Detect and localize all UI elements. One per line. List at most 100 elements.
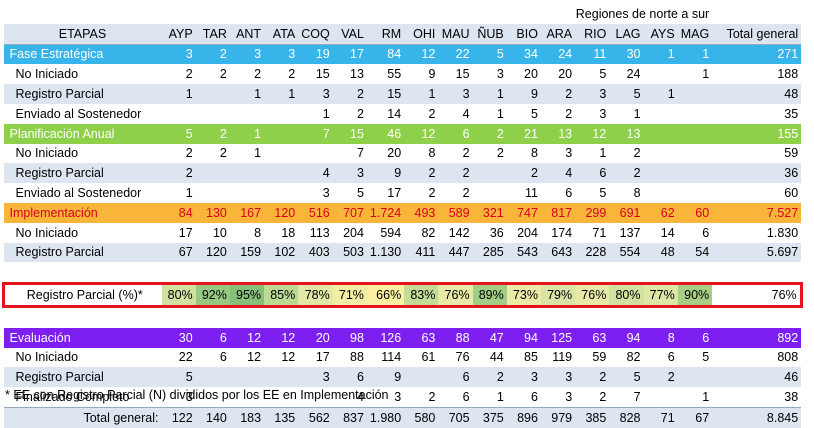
row-cell xyxy=(264,183,299,203)
section-cell: 125 xyxy=(540,327,576,348)
row-cell: 174 xyxy=(540,222,576,243)
row-cell: 6 xyxy=(438,367,473,388)
row-cell: 1 xyxy=(229,143,265,164)
section-cell: 63 xyxy=(575,327,610,348)
table-row: Registro Parcial 5 3 6 9 6 2 3 3 2 5 2 46 xyxy=(3,367,802,388)
row-cell: 3 xyxy=(540,387,576,408)
section-cell: 1 xyxy=(229,123,265,144)
row-cell: 2 xyxy=(540,84,576,104)
row-cell: 2 xyxy=(609,163,644,184)
section-cell: 46 xyxy=(366,123,405,144)
row-cell xyxy=(161,103,196,124)
section-cell: 130 xyxy=(195,202,230,223)
section-cell: 3 xyxy=(229,44,265,65)
section-total: 7.527 xyxy=(712,202,802,223)
row-cell xyxy=(677,163,713,184)
row-cell: 2 xyxy=(332,84,367,104)
row-cell: 159 xyxy=(229,242,265,263)
section-cell: 20 xyxy=(298,327,333,348)
row-cell xyxy=(229,183,265,203)
row-cell: 503 xyxy=(332,242,367,263)
grand-total-cell: 140 xyxy=(195,406,230,428)
row-label: Enviado al Sostenedor xyxy=(3,183,162,203)
table-row: No Iniciado 17 10 8 18 113 204 594 82 142 36 204 174… xyxy=(3,222,802,243)
row-cell: 594 xyxy=(366,222,405,243)
row-total: 38 xyxy=(712,387,802,408)
table-row: Registro Parcial 67 120 159 102 403 503 1.130 41… xyxy=(3,242,802,263)
section-row: Planificación Anual 5 2 1 7 15 46 12 6 2 21 13 12 13 1… xyxy=(3,123,802,144)
row-cell xyxy=(229,163,265,184)
row-cell: 113 xyxy=(298,222,333,243)
table-row: Finalizado Completo 3 4 3 2 6 1 6 3 2 7 1 38 xyxy=(3,387,802,408)
row-cell: 12 xyxy=(229,347,265,368)
row-cell: 1 xyxy=(298,103,333,124)
section-cell: 516 xyxy=(298,202,333,223)
row-cell: 3 xyxy=(540,143,576,164)
percent-cell: 89% xyxy=(472,282,507,308)
section-cell: 94 xyxy=(506,327,541,348)
grand-total-cell: 385 xyxy=(575,406,610,428)
row-label: No Iniciado xyxy=(3,64,162,85)
row-cell: 55 xyxy=(366,64,405,85)
row-cell: 2 xyxy=(264,64,299,85)
table-row: Enviado al Sostenedor 1 2 14 2 4 1 5 2 3 1 35 xyxy=(3,103,802,124)
table-row: No Iniciado 22 6 12 12 17 88 114 61 76 44 85 119 59 82… xyxy=(3,347,802,368)
section-cell: 120 xyxy=(264,202,299,223)
row-cell: 411 xyxy=(404,242,439,263)
super-header-spacer xyxy=(712,4,801,24)
section-cell: 98 xyxy=(332,327,367,348)
row-cell: 15 xyxy=(366,84,405,104)
row-cell: 20 xyxy=(366,143,405,164)
section-cell: 12 xyxy=(404,44,439,65)
section-cell: 5 xyxy=(161,123,196,144)
section-cell: 11 xyxy=(575,44,610,65)
section-cell: 21 xyxy=(506,123,541,144)
row-cell: 142 xyxy=(438,222,473,243)
grand-total-value: 8.845 xyxy=(712,406,802,428)
row-total: 46 xyxy=(712,367,802,388)
row-total: 59 xyxy=(712,143,802,164)
row-cell: 6 xyxy=(575,163,610,184)
super-header-row: Regiones de norte a sur xyxy=(4,4,802,24)
row-cell: 54 xyxy=(677,242,713,263)
row-cell: 6 xyxy=(540,183,576,203)
row-cell: 1 xyxy=(404,84,439,104)
spacer-row xyxy=(3,306,802,328)
grand-total-label: Total general: xyxy=(3,406,162,428)
section-cell: 62 xyxy=(643,202,678,223)
column-header-row: ETAPAS AYP TAR ANT ATA COQ VAL RM OHI MAU ÑUB BIO AR… xyxy=(3,23,802,45)
row-cell: 2 xyxy=(229,64,265,85)
percent-cell: 90% xyxy=(677,282,713,308)
row-cell xyxy=(643,387,678,408)
row-cell: 5 xyxy=(677,347,713,368)
row-total: 60 xyxy=(712,183,802,203)
section-cell: 12 xyxy=(264,327,299,348)
region-header: COQ xyxy=(298,23,333,45)
row-cell: 643 xyxy=(540,242,576,263)
grand-total-cell: 67 xyxy=(677,406,713,428)
row-cell: 4 xyxy=(298,163,333,184)
region-header: MAG xyxy=(677,23,713,45)
row-cell: 5 xyxy=(506,103,541,124)
row-cell xyxy=(195,183,230,203)
results-table: Regiones de norte a sur ETAPAS AYP TAR ANT AT… xyxy=(2,4,803,428)
section-total: 892 xyxy=(712,327,802,348)
row-cell: 3 xyxy=(438,84,473,104)
row-cell xyxy=(264,367,299,388)
row-label: Finalizado Completo xyxy=(3,387,162,408)
row-cell xyxy=(472,163,507,184)
grand-total-cell: 135 xyxy=(264,406,299,428)
row-cell: 204 xyxy=(332,222,367,243)
row-cell: 2 xyxy=(575,367,610,388)
grand-total-row: Total general: 122 140 183 135 562 837 1.980 580… xyxy=(3,406,802,428)
section-cell: 3 xyxy=(161,44,196,65)
region-header: AYS xyxy=(643,23,678,45)
percent-cell: 76% xyxy=(575,282,610,308)
table-row: Registro Parcial 2 4 3 9 2 2 2 4 6 2 36 xyxy=(3,163,802,184)
row-cell: 8 xyxy=(404,143,439,164)
section-cell: 5 xyxy=(472,44,507,65)
row-cell: 15 xyxy=(298,64,333,85)
section-cell: 30 xyxy=(609,44,644,65)
row-cell: 543 xyxy=(506,242,541,263)
row-cell: 6 xyxy=(506,387,541,408)
